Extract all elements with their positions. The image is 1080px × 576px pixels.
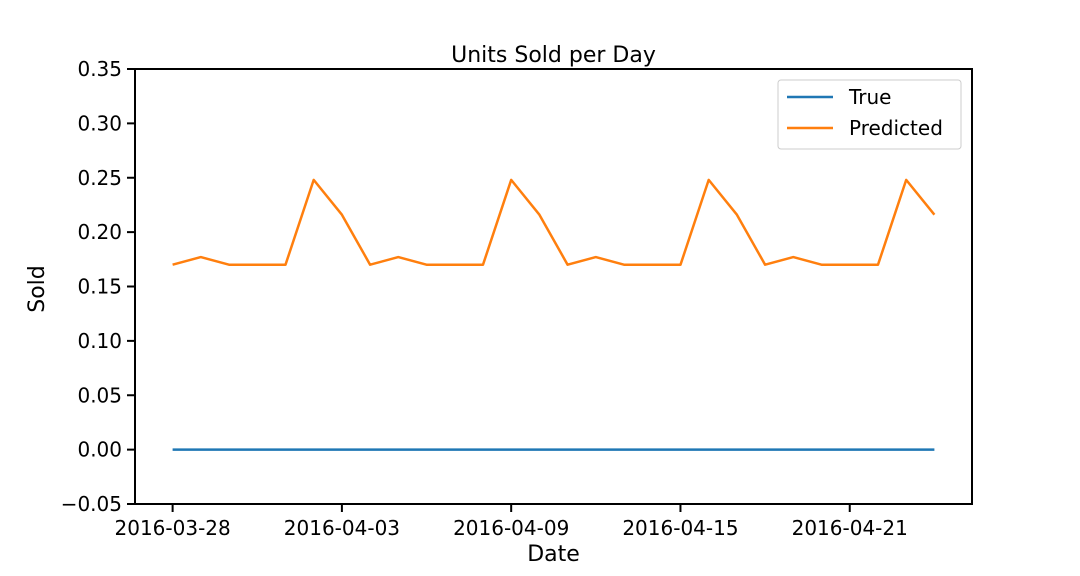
x-tick-label: 2016-03-28 — [115, 516, 231, 540]
y-tick-label: 0.10 — [77, 329, 122, 353]
y-tick-label: 0.30 — [77, 111, 122, 135]
series-layer — [172, 178, 936, 451]
x-tick-label: 2016-04-21 — [792, 516, 908, 540]
y-axis: −0.05 0.00 0.05 0.10 0.15 0.20 0.25 0.30 0.35 — [61, 57, 135, 516]
y-tick-label: 0.25 — [77, 166, 122, 190]
y-tick-label: 0.20 — [77, 220, 122, 244]
series-line-predicted — [172, 178, 936, 266]
legend-label-predicted: Predicted — [849, 116, 943, 140]
x-tick-label: 2016-04-09 — [453, 516, 569, 540]
y-tick-label: 0.00 — [77, 438, 122, 462]
y-axis-label: Sold — [25, 265, 50, 313]
legend-label-true: True — [848, 85, 891, 109]
y-tick-label: 0.35 — [77, 57, 122, 81]
x-axis: 2016-03-28 2016-04-03 2016-04-09 2016-04-15… — [115, 504, 908, 540]
legend: True Predicted — [777, 79, 962, 150]
y-tick-label: 0.15 — [77, 275, 122, 299]
plot-frame — [134, 68, 973, 505]
x-axis-label: Date — [527, 542, 580, 567]
y-tick-label: −0.05 — [61, 492, 122, 516]
x-tick-label: 2016-04-03 — [284, 516, 400, 540]
y-tick-label: 0.05 — [77, 383, 122, 407]
x-tick-label: 2016-04-15 — [622, 516, 738, 540]
chart-title: Units Sold per Day — [451, 43, 656, 68]
